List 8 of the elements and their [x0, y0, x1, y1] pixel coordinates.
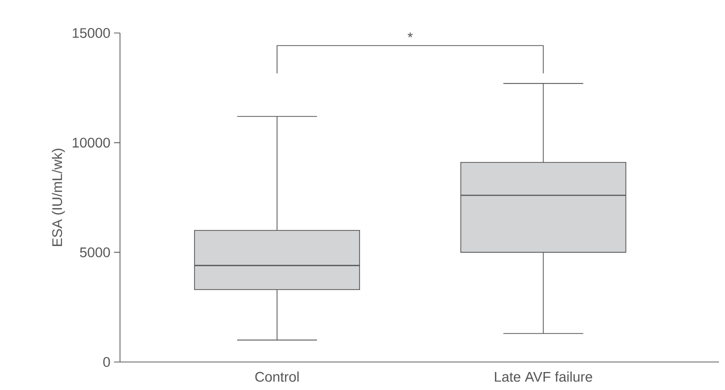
- annotation: *: [408, 32, 413, 38]
- y-tick-label: 10000: [72, 138, 110, 148]
- y-tick-label: 15000: [72, 28, 110, 38]
- y-axis-title: ESA (IU/mL/wk): [52, 148, 65, 246]
- x-tick-label: Late AVF failure: [494, 372, 592, 382]
- y-tick-label: 0: [103, 357, 110, 367]
- x-tick-label: Control: [255, 372, 299, 382]
- y-tick-label: 5000: [80, 247, 110, 258]
